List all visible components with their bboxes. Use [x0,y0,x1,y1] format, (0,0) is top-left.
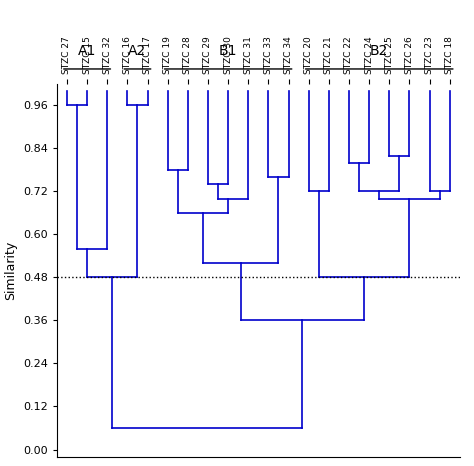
Text: B2: B2 [370,44,388,58]
Text: A2: A2 [128,44,146,58]
Y-axis label: Similarity: Similarity [4,240,18,300]
Text: B1: B1 [219,44,237,58]
Text: A1: A1 [78,44,96,58]
